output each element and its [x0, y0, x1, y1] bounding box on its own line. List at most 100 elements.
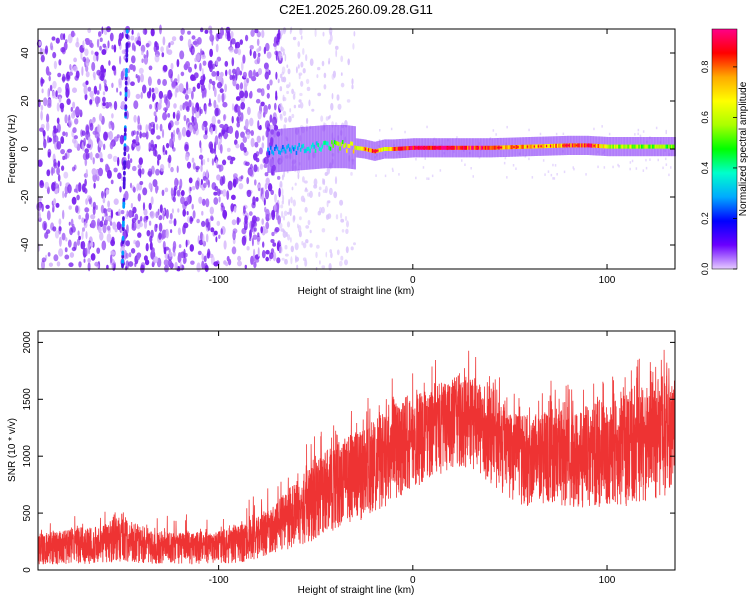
ridge-core [276, 146, 279, 151]
noise-blob-faint [297, 64, 300, 69]
noise-blob [165, 99, 171, 109]
noise-blob [241, 61, 244, 71]
noise-blob [202, 158, 206, 166]
noise-blob [145, 124, 149, 133]
noise-blob [64, 254, 70, 260]
noise-blob [55, 202, 60, 208]
noise-blob [174, 89, 178, 98]
noise-blob [169, 260, 173, 269]
noise-blob-faint [305, 225, 310, 229]
ridge-core [631, 144, 634, 149]
ridge-core [611, 144, 613, 149]
noise-speckle [424, 157, 426, 160]
noise-blob [270, 239, 275, 243]
noise-blob [201, 260, 205, 270]
noise-blob [41, 203, 44, 212]
noise-blob-faint [340, 72, 343, 76]
noise-blob [85, 80, 89, 86]
noise-blob [113, 100, 118, 111]
noise-blob [38, 41, 42, 46]
noise-speckle [635, 167, 638, 170]
noise-blob [237, 105, 241, 113]
noise-blob [196, 218, 200, 224]
noise-blob-faint [288, 198, 290, 206]
noise-blob [260, 88, 265, 97]
noise-blob [156, 135, 161, 140]
noise-blob [99, 220, 104, 228]
ridge-core [333, 140, 336, 145]
ridge-halo [323, 125, 325, 169]
noise-blob-faint [291, 186, 294, 191]
spectrogram-xtick-label: -100 [209, 275, 229, 286]
noise-blob [71, 112, 76, 119]
ridge-core [484, 145, 487, 150]
noise-blob [130, 203, 133, 209]
noise-blob [95, 205, 98, 210]
noise-blob [265, 208, 270, 219]
noise-blob [150, 139, 154, 148]
noise-blob [91, 61, 96, 72]
ridge-core [514, 145, 517, 150]
ridge-core [651, 144, 654, 149]
noise-blob [189, 124, 193, 133]
noise-blob [78, 261, 82, 268]
ridge-core [454, 145, 457, 150]
noise-blob [58, 59, 62, 66]
noise-blob [218, 164, 224, 172]
noise-blob [264, 189, 270, 200]
ridge-core [271, 149, 273, 154]
ridge-core [664, 144, 666, 149]
noise-blob-faint [340, 218, 345, 223]
noise-blob [65, 237, 68, 242]
noise-blob-faint [330, 252, 333, 259]
noise-blob [272, 251, 277, 262]
ridge-core [358, 146, 360, 151]
ridge-core [598, 144, 601, 149]
noise-blob [47, 103, 52, 108]
noise-blob [213, 99, 217, 109]
noise-speckle [593, 127, 595, 131]
noise-blob [163, 246, 167, 255]
noise-blob-faint [325, 251, 328, 258]
noise-blob [237, 255, 242, 262]
noise-blob-faint [335, 45, 339, 50]
noise-blob [66, 98, 71, 105]
noise-blob [162, 36, 166, 46]
noise-blob [202, 182, 207, 189]
noise-blob [60, 105, 64, 113]
noise-blob [51, 36, 56, 41]
ridge-core [639, 144, 642, 149]
noise-blob [204, 104, 207, 115]
ridge-core [347, 144, 349, 148]
noise-blob [140, 73, 144, 83]
noise-blob [70, 30, 75, 38]
noise-speckle [631, 159, 634, 163]
noise-blob-faint [326, 167, 330, 175]
ridge-core [462, 145, 465, 150]
ridge-core [388, 147, 390, 151]
noise-blob [172, 147, 176, 152]
noise-blob [87, 258, 91, 263]
noise-blob [226, 147, 231, 153]
noise-speckle [515, 167, 517, 170]
ridge-halo [334, 125, 336, 169]
noise-blob [176, 165, 179, 173]
noise-blob [237, 48, 242, 56]
noise-blob [187, 38, 192, 49]
noise-blob-faint [282, 230, 287, 238]
noise-blob-faint [336, 94, 340, 101]
noise-blob [253, 261, 257, 269]
ridge-core [486, 145, 488, 150]
ridge-core [657, 144, 659, 149]
noise-blob [235, 143, 240, 149]
noise-blob [82, 227, 85, 232]
noise-blob [269, 114, 273, 123]
noise-blob [174, 78, 178, 83]
ridge-halo [287, 128, 290, 172]
vertical-streak-blob [121, 226, 125, 232]
ridge-core [350, 141, 352, 146]
ridge-core [574, 143, 576, 148]
noise-blob [168, 68, 174, 79]
noise-blob [266, 120, 270, 128]
noise-blob [105, 189, 110, 195]
